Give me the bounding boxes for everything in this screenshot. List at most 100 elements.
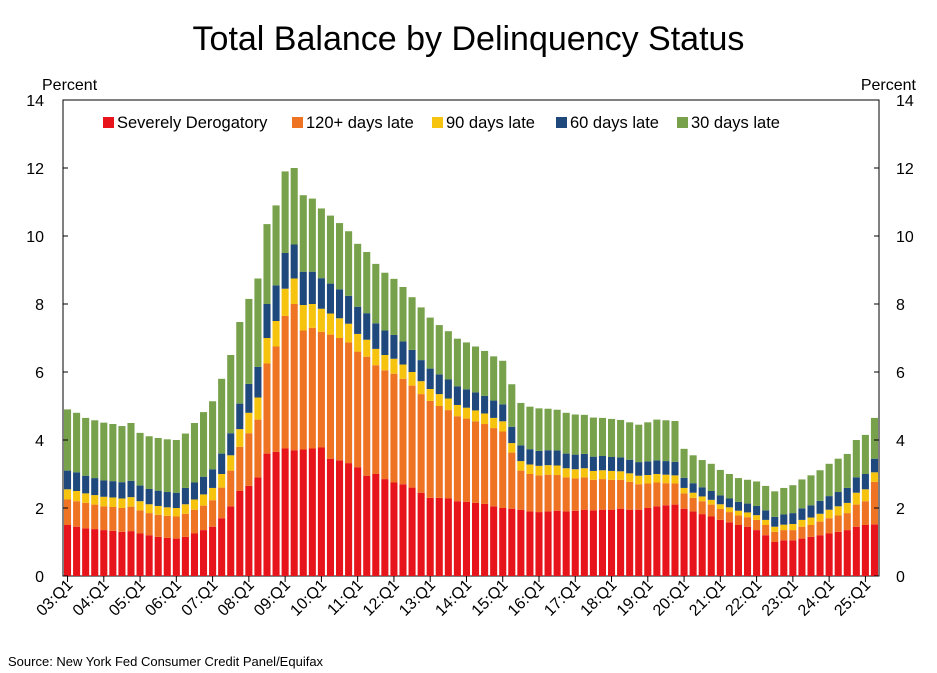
bar-segment (852, 504, 860, 527)
bar-segment (390, 373, 398, 483)
bar-segment (598, 417, 606, 456)
bar-segment (299, 330, 307, 450)
bar-segment (635, 424, 643, 463)
bar-segment (644, 508, 652, 576)
bar-segment (308, 198, 316, 272)
bar-segment (317, 278, 325, 309)
bar-segment (698, 514, 706, 576)
bar-segment (444, 331, 452, 380)
bar-segment (408, 297, 416, 350)
bar-segment (562, 511, 570, 576)
bar-segment (163, 492, 171, 508)
bar-segment (843, 453, 851, 488)
x-tick-label: 17:Q1 (541, 577, 584, 620)
bar-segment (109, 481, 117, 498)
chart-title: Total Balance by Delinquency Status (192, 20, 745, 58)
bar-segment (100, 506, 108, 531)
bar-segment (580, 453, 588, 469)
bar-segment (562, 453, 570, 469)
bar-segment (354, 333, 362, 352)
bar-segment (716, 509, 724, 520)
y-tick-label-left: 10 (26, 229, 44, 246)
bar-segment (716, 495, 724, 505)
bar-segment (227, 433, 235, 456)
bar-segment (281, 288, 289, 316)
bar-segment (771, 526, 779, 532)
bar-segment (598, 509, 606, 576)
bar-segment (725, 522, 733, 576)
bar-segment (73, 472, 81, 491)
bar-segment (689, 455, 697, 484)
bar-segment (163, 439, 171, 493)
bar-segment (508, 384, 516, 427)
bar-segment (571, 510, 579, 576)
x-tick-label: 11:Q1 (324, 577, 366, 619)
bar-segment (254, 397, 262, 420)
bar-segment (852, 477, 860, 493)
bar-segment (734, 478, 742, 502)
bar-segment (363, 475, 371, 576)
bar-segment (399, 287, 407, 342)
bar-segment (653, 419, 661, 461)
x-tick-label: 24:Q1 (795, 577, 838, 620)
bar-segment (517, 445, 525, 462)
bar-segment (453, 386, 461, 405)
legend-swatch (292, 117, 303, 128)
bar-segment (789, 540, 797, 576)
bar-segment (490, 400, 498, 418)
x-tick-label: 05:Q1 (106, 577, 149, 620)
bar-segment (834, 531, 842, 576)
bar-segment (136, 485, 144, 502)
bar-segment (771, 542, 779, 576)
bar-segment (689, 511, 697, 576)
source-note: Source: New York Fed Consumer Credit Pan… (8, 654, 324, 669)
bar-segment (544, 511, 552, 576)
bar-segment (227, 506, 235, 576)
bar-segment (608, 509, 616, 576)
bar-segment (308, 327, 316, 449)
bar-segment (870, 458, 878, 473)
bar-segment (444, 498, 452, 576)
bar-segment (154, 514, 162, 537)
bar-segment (653, 460, 661, 474)
bar-segment (598, 479, 606, 510)
bar-segment (336, 318, 344, 338)
bar-segment (399, 341, 407, 365)
bar-segment (299, 195, 307, 272)
bar-segment (91, 495, 99, 505)
bar-segment (236, 446, 244, 491)
bar-segment (644, 461, 652, 476)
bar-segment (825, 533, 833, 576)
bar-segment (843, 502, 851, 514)
y-tick-label-right: 8 (896, 297, 905, 314)
bar-segment (453, 501, 461, 576)
y-tick-label-left: 6 (35, 365, 44, 382)
bar-segment (100, 422, 108, 481)
bar-segment (617, 457, 625, 472)
y-tick-label-right: 2 (896, 501, 905, 518)
bar-segment (490, 428, 498, 507)
bar-segment (254, 366, 262, 398)
bar-segment (272, 321, 280, 347)
bar-segment (689, 483, 697, 493)
bar-segment (562, 412, 570, 454)
bar-segment (562, 468, 570, 478)
bar-segment (390, 358, 398, 374)
bar-segment (698, 496, 706, 502)
bar-segment (64, 470, 72, 490)
bar-segment (263, 338, 271, 364)
bar-segment (272, 285, 280, 321)
bar-segment (472, 346, 480, 393)
bar-segment (481, 395, 489, 414)
bar-segment (617, 419, 625, 458)
bar-segment (290, 168, 298, 245)
bar-segment (680, 477, 688, 488)
bar-segment (381, 355, 389, 371)
bar-segment (363, 339, 371, 357)
bar-segment (553, 510, 561, 576)
bar-segment (671, 420, 679, 462)
bar-segment (64, 489, 72, 500)
bar-segment (635, 484, 643, 510)
bar-segment (181, 536, 189, 576)
bar-segment (481, 503, 489, 576)
